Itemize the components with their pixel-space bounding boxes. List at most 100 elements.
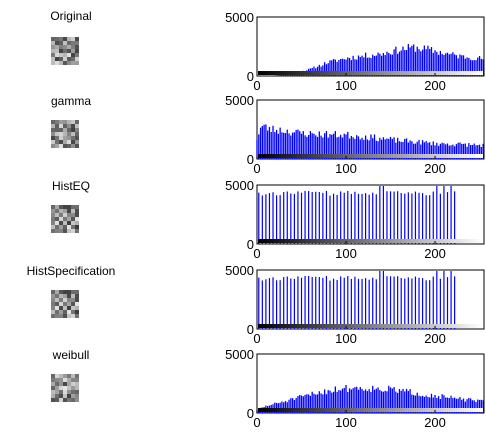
thumbnail-pixel bbox=[67, 298, 71, 302]
thumbnail-pixel bbox=[59, 378, 63, 382]
thumbnail-pixel bbox=[63, 382, 67, 386]
x-tick-label: 100 bbox=[335, 161, 357, 176]
thumbnail-pixel bbox=[67, 225, 71, 229]
thumbnail-pixel bbox=[51, 314, 55, 318]
x-tick-label: 0 bbox=[253, 161, 260, 176]
thumbnail-pixel bbox=[51, 37, 55, 41]
thumbnail-pixel bbox=[51, 61, 55, 65]
histogram-panel: HistSpecification 0 5000 0 100 200 bbox=[27, 263, 485, 346]
thumbnail-pixel bbox=[67, 314, 71, 318]
thumbnail-pixel bbox=[55, 37, 59, 41]
thumbnail-pixel bbox=[51, 221, 55, 225]
intensity-colorbar bbox=[258, 239, 483, 243]
y-tick-label: 5000 bbox=[225, 10, 254, 25]
thumbnail-pixel bbox=[59, 398, 63, 402]
thumbnail-pixel bbox=[67, 205, 71, 209]
thumbnail-pixel bbox=[67, 394, 71, 398]
thumbnail-pixel bbox=[51, 136, 55, 140]
thumbnail-pixel bbox=[51, 120, 55, 124]
thumbnail-pixel bbox=[63, 374, 67, 378]
thumbnail-pixel bbox=[67, 221, 71, 225]
thumbnail-pixel bbox=[75, 374, 79, 378]
thumbnail-pixel bbox=[51, 298, 55, 302]
thumbnail-pixel bbox=[59, 37, 63, 41]
thumbnail-pixel bbox=[55, 310, 59, 314]
thumbnail-pixel bbox=[51, 225, 55, 229]
x-tick-label: 0 bbox=[253, 78, 260, 93]
thumbnail-pixel bbox=[71, 390, 75, 394]
thumbnail-pixel bbox=[71, 225, 75, 229]
thumbnail-pixel bbox=[75, 132, 79, 136]
thumbnail-pixel bbox=[71, 209, 75, 213]
thumbnail-pixel bbox=[55, 128, 59, 132]
thumbnail-pixel bbox=[63, 310, 67, 314]
thumbnail-pixel bbox=[75, 294, 79, 298]
x-tick-label: 200 bbox=[424, 78, 446, 93]
thumbnail-pixel bbox=[71, 213, 75, 217]
thumbnail-pixel bbox=[51, 41, 55, 45]
thumbnail-pixel bbox=[51, 213, 55, 217]
thumbnail-pixel bbox=[63, 378, 67, 382]
thumbnail-pixel bbox=[59, 45, 63, 49]
thumbnail-pixel bbox=[59, 205, 63, 209]
thumbnail-pixel bbox=[51, 378, 55, 382]
thumbnail-pixel bbox=[67, 213, 71, 217]
x-tick-label: 0 bbox=[253, 246, 260, 261]
histogram-panel: gamma 0 5000 0 100 200 bbox=[51, 93, 485, 176]
thumbnail-pixel bbox=[63, 120, 67, 124]
thumbnail-pixel bbox=[63, 221, 67, 225]
thumbnail-pixel bbox=[63, 290, 67, 294]
thumbnail-pixel bbox=[55, 374, 59, 378]
thumbnail-pixel bbox=[71, 57, 75, 61]
thumbnail-pixel bbox=[63, 225, 67, 229]
thumbnail-pixel bbox=[75, 205, 79, 209]
thumbnail-pixel bbox=[55, 394, 59, 398]
y-tick-label: 0 bbox=[247, 152, 254, 167]
thumbnail-pixel bbox=[63, 217, 67, 221]
thumbnail-pixel bbox=[67, 41, 71, 45]
thumbnail-pixel bbox=[67, 382, 71, 386]
image-thumbnail bbox=[51, 37, 79, 65]
panel-title: weibull bbox=[52, 348, 90, 362]
y-tick-label: 5000 bbox=[225, 178, 254, 193]
thumbnail-pixel bbox=[75, 144, 79, 148]
thumbnail-pixel bbox=[63, 45, 67, 49]
thumbnail-pixel bbox=[63, 57, 67, 61]
thumbnail-pixel bbox=[55, 49, 59, 53]
histogram-panel: Original 0 5000 0 100 200 bbox=[50, 9, 485, 93]
x-tick-label: 200 bbox=[424, 331, 446, 346]
thumbnail-pixel bbox=[75, 209, 79, 213]
thumbnail-pixel bbox=[75, 136, 79, 140]
image-thumbnail bbox=[51, 120, 79, 148]
thumbnail-pixel bbox=[71, 294, 75, 298]
thumbnail-pixel bbox=[51, 306, 55, 310]
thumbnail-pixel bbox=[59, 382, 63, 386]
panel-title: Original bbox=[50, 9, 91, 23]
thumbnail-pixel bbox=[71, 302, 75, 306]
thumbnail-pixel bbox=[71, 49, 75, 53]
thumbnail-pixel bbox=[55, 144, 59, 148]
thumbnail-pixel bbox=[75, 302, 79, 306]
x-tick-label: 100 bbox=[335, 415, 357, 430]
thumbnail-pixel bbox=[55, 290, 59, 294]
thumbnail-pixel bbox=[67, 310, 71, 314]
thumbnail-pixel bbox=[55, 45, 59, 49]
thumbnail-pixel bbox=[63, 205, 67, 209]
thumbnail-pixel bbox=[59, 390, 63, 394]
thumbnail-pixel bbox=[63, 398, 67, 402]
thumbnail-pixel bbox=[59, 124, 63, 128]
thumbnail-pixel bbox=[75, 53, 79, 57]
thumbnail-pixel bbox=[51, 290, 55, 294]
thumbnail-pixel bbox=[67, 144, 71, 148]
thumbnail-pixel bbox=[67, 390, 71, 394]
intensity-colorbar bbox=[258, 154, 483, 158]
thumbnail-pixel bbox=[51, 53, 55, 57]
thumbnail-pixel bbox=[71, 53, 75, 57]
thumbnail-pixel bbox=[71, 45, 75, 49]
image-thumbnail bbox=[51, 205, 79, 233]
x-tick-label: 100 bbox=[335, 331, 357, 346]
thumbnail-pixel bbox=[67, 217, 71, 221]
thumbnail-pixel bbox=[71, 382, 75, 386]
thumbnail-pixel bbox=[63, 306, 67, 310]
